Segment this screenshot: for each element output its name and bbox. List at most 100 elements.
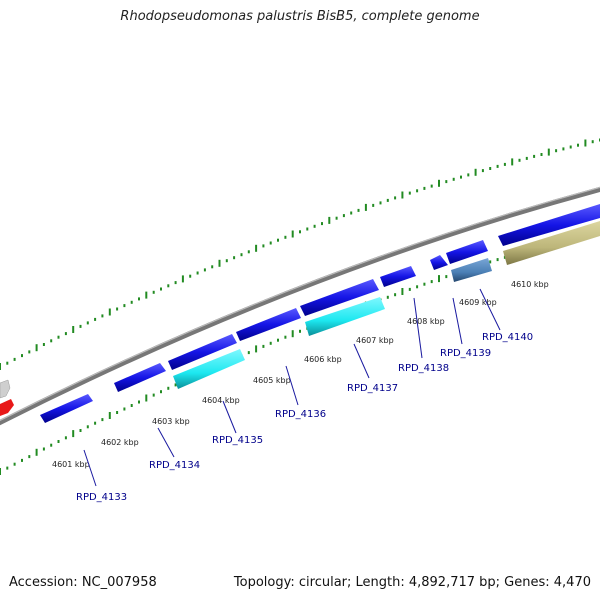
tick-mark <box>277 338 279 342</box>
gene-arrow-steel <box>451 258 492 282</box>
tick-mark <box>0 363 1 370</box>
tick-mark <box>101 314 104 318</box>
tick-mark <box>174 383 177 387</box>
tick-mark <box>547 148 550 156</box>
tick-mark <box>467 173 470 177</box>
gene-label[interactable]: RPD_4138 <box>398 363 449 374</box>
tick-mark <box>42 343 45 346</box>
tick-mark <box>64 332 67 336</box>
scale-label: 4607 kbp <box>356 336 394 345</box>
tick-mark <box>321 222 323 226</box>
scale-label: 4609 kbp <box>459 298 497 307</box>
tick-mark <box>511 158 514 166</box>
tick-mark <box>72 430 75 438</box>
tick-mark <box>57 335 60 339</box>
tick-mark <box>21 458 23 462</box>
tick-mark <box>13 462 16 466</box>
tick-mark <box>64 436 67 440</box>
gene-arrow <box>380 266 416 287</box>
tick-mark <box>379 201 382 205</box>
tick-mark <box>299 329 301 333</box>
accession-text: Accession: NC_007958 <box>9 575 157 590</box>
tick-mark <box>255 345 258 353</box>
gene-arrow-cyan <box>305 297 385 336</box>
tick-mark <box>167 386 170 390</box>
scale-label: 4603 kbp <box>152 417 190 426</box>
tick-mark <box>408 191 411 195</box>
gene-label[interactable]: RPD_4133 <box>76 492 127 503</box>
gene-label[interactable]: RPD_4139 <box>440 348 491 359</box>
tick-mark <box>28 455 31 459</box>
tick-mark <box>328 216 331 224</box>
tick-mark <box>160 287 162 291</box>
tick-mark <box>306 227 309 231</box>
scale-label: 4610 kbp <box>511 280 549 289</box>
tick-mark <box>533 154 536 158</box>
tick-mark <box>386 198 389 202</box>
gene-label[interactable]: RPD_4134 <box>149 460 200 471</box>
tick-mark <box>401 288 404 295</box>
tick-mark <box>13 357 16 361</box>
tick-mark <box>247 250 250 254</box>
gene-label[interactable]: RPD_4135 <box>212 435 263 446</box>
tick-mark <box>138 297 140 301</box>
tick-mark <box>138 400 140 404</box>
tick-mark <box>262 344 265 348</box>
tick-mark <box>460 175 462 179</box>
scale-label: 4602 kbp <box>101 438 139 447</box>
gene-arrow <box>446 240 488 264</box>
tick-mark <box>269 341 272 345</box>
tick-mark <box>6 466 9 470</box>
gene-arrow <box>40 394 93 423</box>
tick-mark <box>357 208 360 212</box>
gene-arrow <box>236 308 301 341</box>
tick-mark <box>430 280 433 284</box>
tick-mark <box>181 275 184 283</box>
tick-mark <box>160 390 162 394</box>
tick-mark <box>35 344 38 352</box>
gene-label[interactable]: RPD_4137 <box>347 383 398 394</box>
tick-mark <box>350 211 353 215</box>
tick-mark <box>145 291 148 299</box>
map-title: Rhodopseudomonas palustris BisB5, comple… <box>120 9 480 24</box>
tick-mark <box>569 145 572 149</box>
tick-mark <box>313 224 316 228</box>
scale-label: 4605 kbp <box>253 376 291 385</box>
gene-arrow-khaki <box>503 221 600 265</box>
genome-summary-text: Topology: circular; Length: 4,892,717 bp… <box>233 575 591 590</box>
tick-mark <box>0 468 1 475</box>
tick-mark <box>123 407 126 411</box>
tick-mark <box>284 235 287 239</box>
gene-label[interactable]: RPD_4136 <box>275 409 326 420</box>
tick-mark <box>72 326 75 333</box>
tick-mark <box>474 168 477 176</box>
tick-mark <box>145 394 148 402</box>
tick-mark <box>86 321 89 325</box>
gene-label[interactable]: RPD_4140 <box>482 332 533 343</box>
tick-mark <box>108 308 111 316</box>
tick-mark <box>430 184 433 188</box>
tick-mark <box>57 440 60 443</box>
tick-mark <box>423 186 426 190</box>
tick-mark <box>196 271 199 275</box>
gene-arrows <box>40 204 600 423</box>
tick-mark <box>416 189 419 193</box>
tick-mark <box>416 285 419 289</box>
tick-mark <box>218 259 221 267</box>
tick-mark <box>152 393 155 397</box>
outer-tick-track <box>0 138 600 370</box>
tick-mark <box>364 203 367 211</box>
tick-mark <box>167 284 170 288</box>
tick-mark <box>203 268 206 272</box>
tick-mark <box>555 149 558 153</box>
tick-mark <box>211 265 214 269</box>
gene-labels: RPD_4133 RPD_4134 RPD_4135 RPD_4136 RPD_… <box>76 332 533 503</box>
tick-mark <box>130 404 133 407</box>
tick-mark <box>277 238 279 242</box>
tick-mark <box>152 290 155 294</box>
tick-mark <box>94 317 97 321</box>
tick-mark <box>116 307 119 311</box>
gene-arrow <box>168 334 237 370</box>
tick-mark <box>518 158 521 162</box>
tick-mark <box>42 447 45 451</box>
